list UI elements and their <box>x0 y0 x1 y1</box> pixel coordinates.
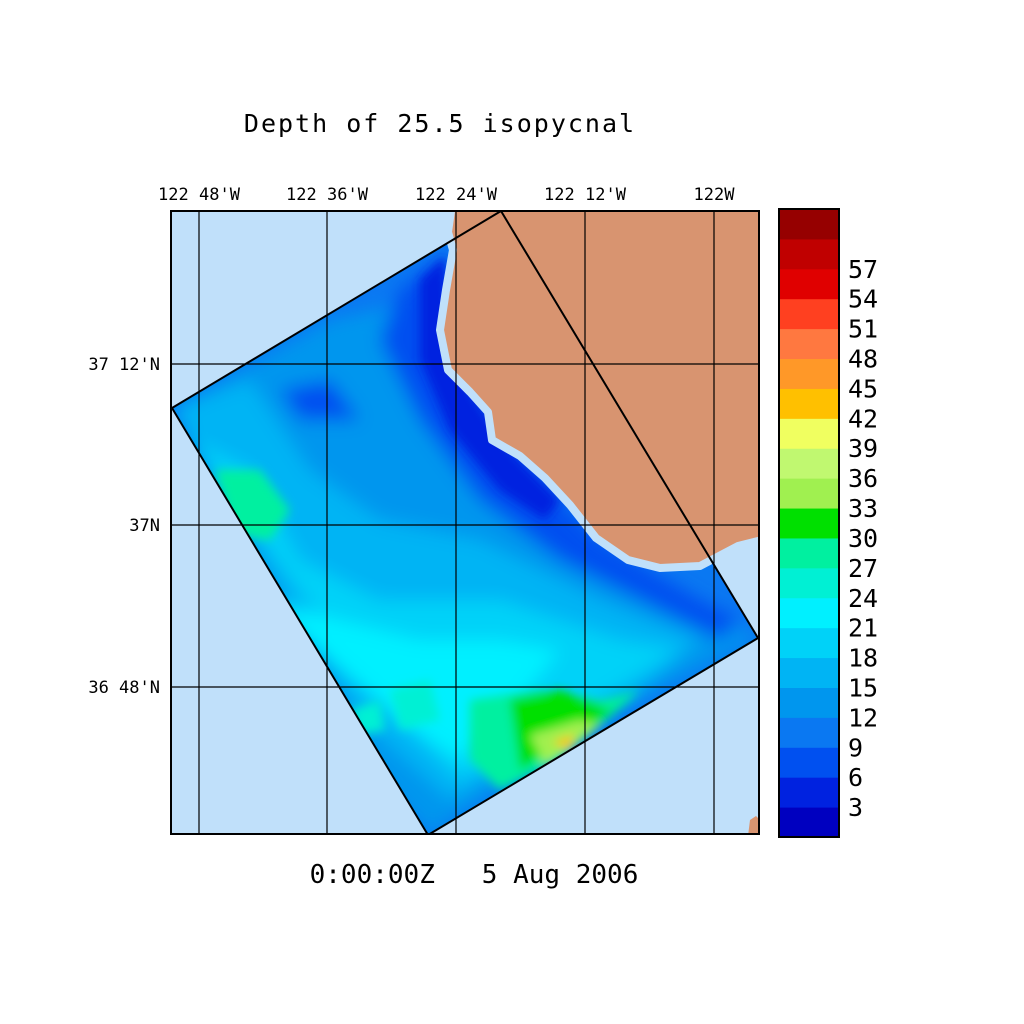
colorbar-label: 27 <box>848 554 878 583</box>
graticule <box>171 211 759 834</box>
colorbar-swatch <box>779 777 839 808</box>
colorbar-swatch <box>779 209 839 240</box>
lon-tick-label: 122W <box>694 185 736 205</box>
colorbar-frame <box>778 208 840 838</box>
colorbar-label: 48 <box>848 345 878 374</box>
lon-tick-label: 122 36'W <box>286 185 369 205</box>
colorbar-label: 54 <box>848 285 878 314</box>
colorbar-label: 12 <box>848 703 878 732</box>
colorbar-swatch <box>779 478 839 509</box>
colorbar-swatch <box>779 268 839 300</box>
colorbar-label: 18 <box>848 644 878 673</box>
colorbar-label: 9 <box>848 733 863 762</box>
colorbar-label: 57 <box>848 255 878 284</box>
colorbar-label: 42 <box>848 404 878 433</box>
colorbar-label: 30 <box>848 524 878 553</box>
colorbar-swatch <box>779 717 839 748</box>
colorbar-label: 51 <box>848 315 878 344</box>
land-mass-small <box>748 816 759 834</box>
lat-tick-label: 36 48'N <box>88 678 160 698</box>
lon-tick-label: 122 24'W <box>415 185 498 205</box>
colorbar-label: 6 <box>848 763 863 792</box>
colorbar-swatch <box>779 328 839 360</box>
lon-tick-label: 122 48'W <box>158 185 241 205</box>
map-area <box>171 211 759 834</box>
colorbar-swatch <box>779 448 839 479</box>
colorbar-swatch <box>779 627 839 659</box>
colorbar-label: 39 <box>848 434 878 463</box>
map-frame <box>170 210 760 835</box>
colorbar-swatch <box>779 508 839 539</box>
colorbar-swatch <box>779 358 839 389</box>
colorbar-label: 45 <box>848 374 878 403</box>
colorbar-swatch <box>779 537 839 569</box>
colorbar-swatch <box>779 657 839 688</box>
lat-tick-label: 37N <box>129 516 160 536</box>
chart-title: Depth of 25.5 isopycnal <box>244 109 636 138</box>
colorbar-swatch <box>779 298 839 330</box>
lon-tick-label: 122 12'W <box>544 185 627 205</box>
colorbar-swatch <box>779 807 839 838</box>
timestamp-label: 0:00:00Z 5 Aug 2006 <box>310 860 639 890</box>
colorbar-swatch <box>779 567 839 599</box>
lat-tick-label: 37 12'N <box>88 355 160 375</box>
colorbar-swatch <box>779 597 839 629</box>
colorbar-label: 21 <box>848 614 878 643</box>
colorbar-label: 3 <box>848 793 863 822</box>
colorbar-label: 24 <box>848 584 878 613</box>
colorbar-swatch <box>779 238 839 270</box>
colorbar-swatch <box>779 388 839 419</box>
colorbar-label: 15 <box>848 673 878 702</box>
colorbar-label: 33 <box>848 494 878 523</box>
colorbar-swatch <box>779 747 839 778</box>
colorbar-label: 36 <box>848 464 878 493</box>
colorbar-swatch <box>779 687 839 718</box>
land-mass <box>436 211 759 572</box>
colorbar-swatch <box>779 418 839 449</box>
